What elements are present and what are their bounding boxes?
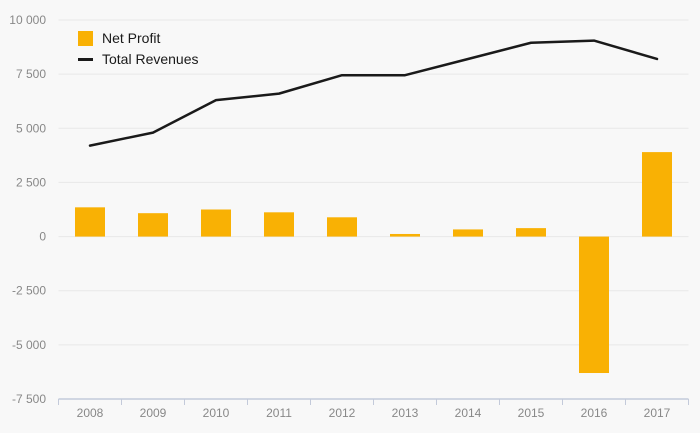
x-axis-label-2013: 2013 <box>392 406 419 420</box>
net-profit-swatch-icon <box>78 30 93 46</box>
bar-2014[interactable] <box>453 229 483 237</box>
y-axis-tick-label: -5 000 <box>12 338 46 352</box>
bar-2013[interactable] <box>390 233 420 237</box>
bar-2016[interactable] <box>579 236 609 374</box>
x-axis-label-2016: 2016 <box>581 406 608 420</box>
legend-item-total-revenues[interactable]: Total Revenues <box>78 51 199 67</box>
y-axis-tick-label: 7 500 <box>16 67 46 81</box>
y-axis-tick-label: 10 000 <box>9 13 46 27</box>
y-axis-tick-label: 5 000 <box>16 121 46 135</box>
bar-2015[interactable] <box>516 228 546 237</box>
y-axis-tick-label: -2 500 <box>12 284 46 298</box>
x-axis-label-2014: 2014 <box>455 406 482 420</box>
legend-item-net-profit[interactable]: Net Profit <box>78 30 199 46</box>
legend-label-total-revenues: Total Revenues <box>102 51 199 67</box>
legend: Net Profit Total Revenues <box>78 30 199 67</box>
y-axis-tick-label: -7 500 <box>12 392 46 406</box>
total-revenues-line-icon <box>78 57 93 61</box>
bar-2009[interactable] <box>138 213 168 237</box>
x-axis-label-2017: 2017 <box>644 406 671 420</box>
y-axis-tick-label: 2 500 <box>16 175 46 189</box>
bar-2008[interactable] <box>75 207 105 237</box>
bar-2012[interactable] <box>327 217 357 237</box>
x-axis-label-2009: 2009 <box>140 406 167 420</box>
bar-2017[interactable] <box>642 152 672 237</box>
x-axis-label-2011: 2011 <box>266 406 292 420</box>
x-axis-label-2008: 2008 <box>77 406 104 420</box>
y-axis-tick-label: 0 <box>39 230 46 244</box>
x-axis-label-2012: 2012 <box>329 406 356 420</box>
x-axis-label-2015: 2015 <box>518 406 545 420</box>
bar-2011[interactable] <box>264 212 294 237</box>
legend-label-net-profit: Net Profit <box>102 30 161 46</box>
bar-2010[interactable] <box>201 209 231 237</box>
x-axis-label-2010: 2010 <box>203 406 230 420</box>
total-revenues-line[interactable] <box>88 39 659 147</box>
